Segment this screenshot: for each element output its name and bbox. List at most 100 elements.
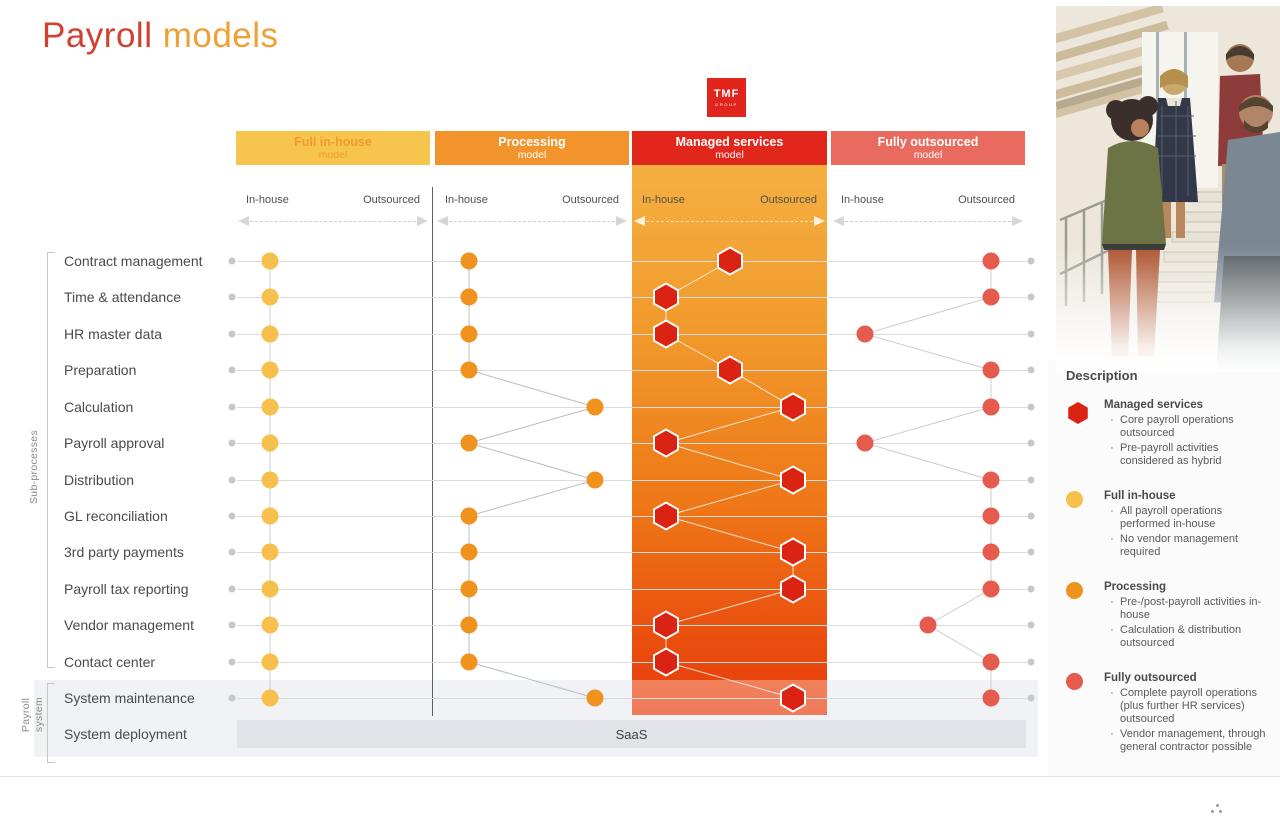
data-point-hexagon bbox=[653, 319, 680, 349]
tmf-group-logo: TMF GROUP bbox=[707, 78, 746, 117]
arrow-head-right-icon bbox=[814, 216, 825, 226]
data-point-circle bbox=[460, 288, 478, 306]
model-header-subtitle: model bbox=[318, 149, 348, 161]
row-label-system-maintenance: System maintenance bbox=[64, 690, 195, 706]
model-header-title: Full in-house bbox=[294, 135, 372, 149]
row-label-calculation: Calculation bbox=[64, 399, 134, 415]
axis-label-outsourced: Outsourced bbox=[958, 194, 1015, 206]
page-title-part1: Payroll bbox=[42, 16, 153, 55]
arrow-head-left-icon bbox=[634, 216, 645, 226]
row-label-payroll-tax-reporting: Payroll tax reporting bbox=[64, 581, 189, 597]
axis-arrow-line bbox=[646, 221, 813, 222]
row-endpoint-left bbox=[228, 366, 236, 374]
legend-bullet-text: Pre-payroll activities considered as hyb… bbox=[1120, 442, 1222, 467]
data-point-hexagon bbox=[717, 246, 744, 276]
row-label-gl-reconciliation: GL reconciliation bbox=[64, 508, 168, 524]
data-point-circle bbox=[261, 325, 279, 343]
row-label-system-deployment: System deployment bbox=[64, 726, 187, 742]
legend-item-processing: Processing · Pre-/post-payroll activities … bbox=[1066, 581, 1272, 652]
legend-bullet-text: Vendor management, through general contr… bbox=[1120, 728, 1266, 753]
legend-circle-icon bbox=[1066, 581, 1104, 652]
office-photo bbox=[1017, 3, 1280, 372]
row-label-hr-master-data: HR master data bbox=[64, 326, 163, 342]
saas-label: SaaS bbox=[615, 726, 648, 742]
row-endpoint-left bbox=[228, 548, 236, 556]
data-point-circle bbox=[460, 434, 478, 452]
saas-bar: SaaS bbox=[237, 720, 1026, 748]
data-point-circle bbox=[460, 252, 478, 270]
row-endpoint-left bbox=[228, 476, 236, 484]
row-endpoint-left bbox=[228, 621, 236, 629]
data-point-circle bbox=[460, 580, 478, 598]
legend-heading: Description bbox=[1066, 368, 1138, 383]
legend-item-text: Processing · Pre-/post-payroll activities … bbox=[1104, 581, 1272, 652]
data-point-hexagon bbox=[780, 574, 807, 604]
data-point-circle bbox=[586, 689, 604, 707]
data-point-circle bbox=[261, 252, 279, 270]
data-point-circle bbox=[919, 616, 937, 634]
model-header-managed-services: Managed services model bbox=[632, 131, 827, 165]
row-endpoint-right bbox=[1027, 439, 1035, 447]
data-point-circle bbox=[982, 543, 1000, 561]
row-label-vendor-management: Vendor management bbox=[64, 617, 194, 633]
row-line-payroll-approval bbox=[237, 443, 1027, 444]
legend-item-title: Full in-house bbox=[1104, 490, 1176, 502]
model-header-subtitle: model bbox=[517, 149, 547, 161]
row-label-preparation: Preparation bbox=[64, 362, 137, 378]
legend-bullet: · Pre-/post-payroll activities in-house bbox=[1104, 596, 1272, 622]
legend-item-fully-outsourced: Fully outsourced · Complete payroll operat… bbox=[1066, 672, 1272, 756]
page-title-part2: models bbox=[152, 16, 279, 55]
row-label-3rd-party-payments: 3rd party payments bbox=[64, 544, 184, 560]
data-point-circle bbox=[982, 288, 1000, 306]
row-label-payroll-approval: Payroll approval bbox=[64, 435, 165, 451]
row-line-contact-center bbox=[237, 662, 1027, 663]
row-endpoint-left bbox=[228, 658, 236, 666]
legend-bullet: · Complete payroll operations (plus furth… bbox=[1104, 687, 1272, 726]
data-point-hexagon bbox=[653, 610, 680, 640]
axis-label-in-house: In-house bbox=[445, 194, 488, 206]
model-header-processing: Processing model bbox=[435, 131, 629, 165]
data-point-circle bbox=[586, 398, 604, 416]
row-endpoint-left bbox=[228, 257, 236, 265]
legend-items: Managed services · Core payroll operations… bbox=[1066, 399, 1272, 756]
bullet-dot-icon: · bbox=[1110, 414, 1114, 426]
row-line-calculation bbox=[237, 407, 1027, 408]
axis-label-outsourced: Outsourced bbox=[760, 194, 817, 206]
row-endpoint-right bbox=[1027, 694, 1035, 702]
data-point-hexagon bbox=[780, 392, 807, 422]
row-endpoint-right bbox=[1027, 257, 1035, 265]
data-point-circle bbox=[261, 653, 279, 671]
model-header-title: Processing bbox=[498, 135, 566, 149]
row-line-preparation bbox=[237, 370, 1027, 371]
axis-arrow-line bbox=[250, 221, 416, 222]
data-point-circle bbox=[982, 689, 1000, 707]
bullet-dot-icon: · bbox=[1110, 624, 1114, 636]
row-endpoint-left bbox=[228, 585, 236, 593]
legend-bullet-text: No vendor management required bbox=[1120, 533, 1239, 558]
subprocesses-bracket bbox=[47, 252, 48, 668]
axis-arrow-line bbox=[449, 221, 615, 222]
row-endpoint-right bbox=[1027, 621, 1035, 629]
row-line-vendor-management bbox=[237, 625, 1027, 626]
model-header-subtitle: model bbox=[913, 149, 943, 161]
payroll-system-bracket-tick-bottom bbox=[47, 762, 55, 763]
arrow-head-right-icon bbox=[616, 216, 627, 226]
row-line-3rd-party-payments bbox=[237, 552, 1027, 553]
legend-item-full-in-house: Full in-house · All payroll operations per… bbox=[1066, 490, 1272, 561]
logo-text-group: GROUP bbox=[715, 102, 738, 107]
data-point-circle bbox=[261, 288, 279, 306]
bullet-dot-icon: · bbox=[1110, 505, 1114, 517]
data-point-circle bbox=[856, 325, 874, 343]
payroll-system-bracket-tick-top bbox=[47, 683, 55, 684]
axis-label-outsourced: Outsourced bbox=[363, 194, 420, 206]
data-point-circle bbox=[460, 507, 478, 525]
data-point-hexagon bbox=[717, 355, 744, 385]
data-point-hexagon bbox=[653, 647, 680, 677]
bullet-dot-icon: · bbox=[1110, 687, 1114, 699]
data-point-circle bbox=[261, 689, 279, 707]
legend-circle-icon bbox=[1066, 490, 1104, 561]
model-header-subtitle: model bbox=[715, 149, 744, 161]
legend-bullet-text: All payroll operations performed in-hous… bbox=[1120, 505, 1223, 530]
